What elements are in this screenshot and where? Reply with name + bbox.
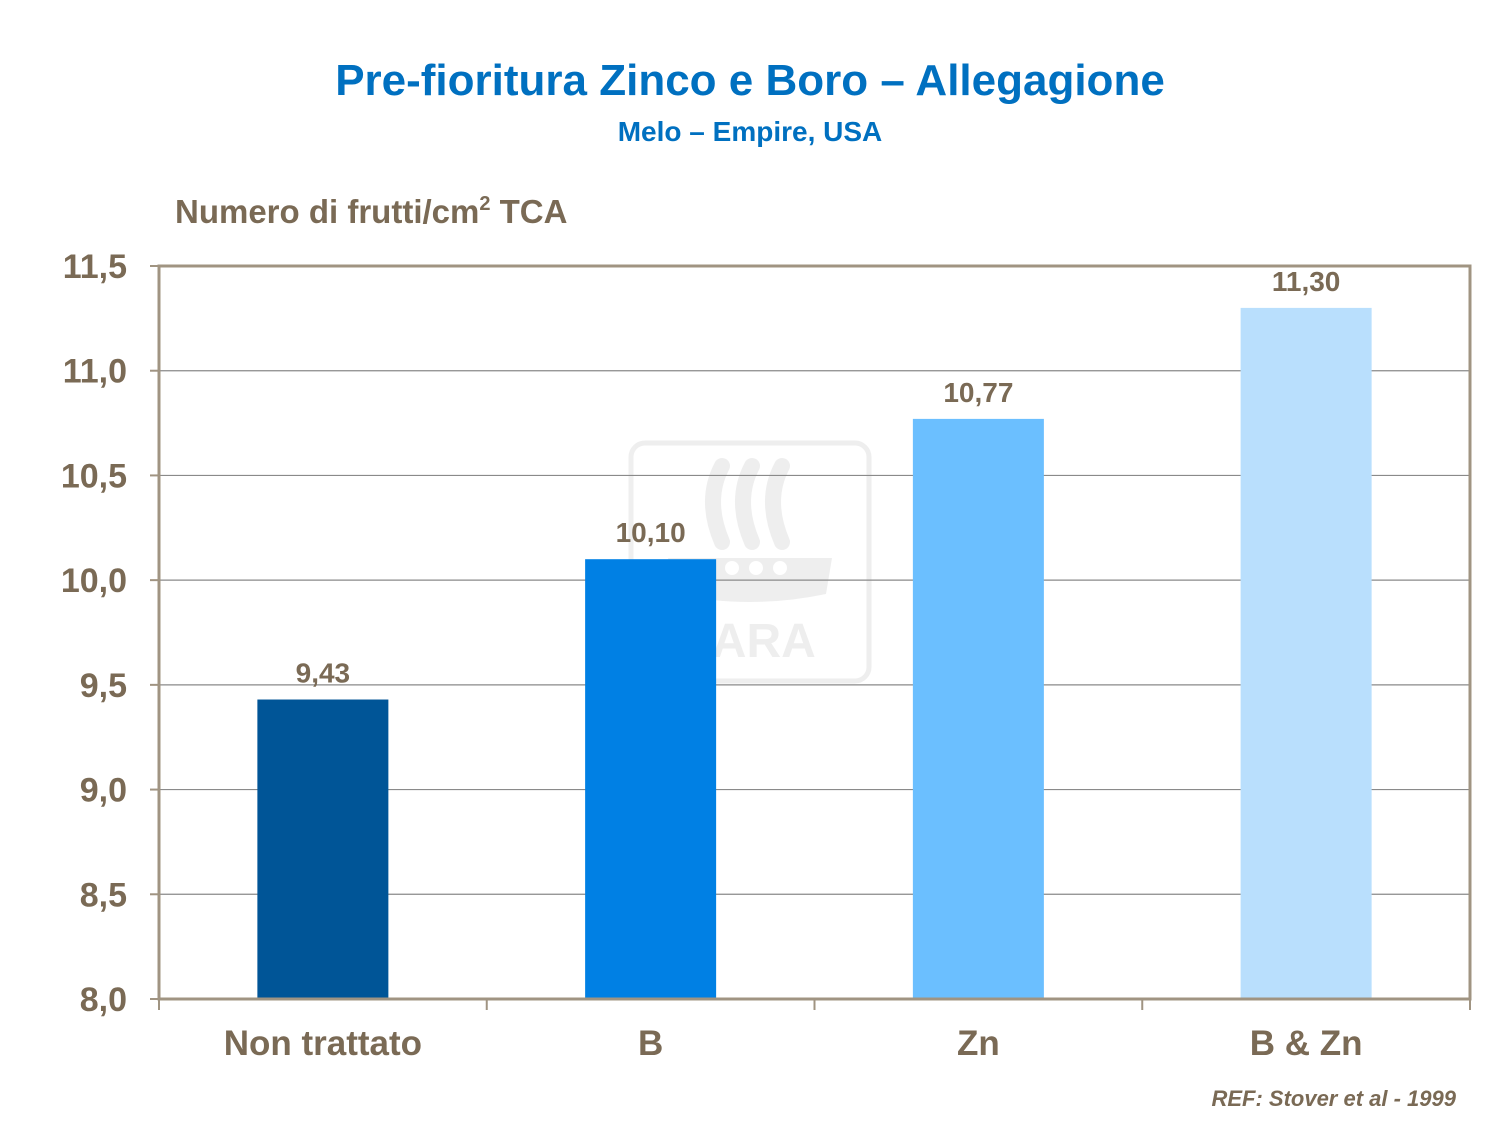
- y-tick-label: 11,0: [63, 353, 127, 391]
- ship-shields-icon: [701, 561, 787, 575]
- x-tick-label: Non trattato: [224, 1024, 422, 1063]
- data-label: 9,43: [296, 658, 351, 689]
- data-label: 10,77: [943, 377, 1013, 408]
- bars: [257, 307, 1372, 1000]
- y-axis-label: Numero di frutti/cm2 TCA: [175, 193, 567, 231]
- data-label: 11,30: [1272, 266, 1341, 297]
- y-tick-label: 10,5: [61, 457, 127, 495]
- y-tick-label: 10,0: [61, 562, 127, 600]
- x-tick-label: B: [638, 1024, 663, 1063]
- y-tick-label: 8,5: [80, 876, 127, 914]
- bar: [257, 699, 389, 999]
- reference-note: REF: Stover et al - 1999: [1211, 1086, 1456, 1111]
- chart-subtitle: Melo – Empire, USA: [617, 116, 883, 147]
- y-tick-label: 9,5: [80, 667, 127, 705]
- data-labels: 9,43 10,10 10,77 11,30: [296, 266, 1341, 689]
- y-tick-label: 11,5: [63, 248, 127, 286]
- x-tick-label: B & Zn: [1250, 1024, 1363, 1063]
- y-axis-label-superscript: 2: [479, 193, 491, 215]
- y-axis: 8,0 8,5 9,0 9,5 10,0 10,5 11,0 11,5: [61, 248, 159, 1019]
- y-tick-label: 8,0: [80, 981, 127, 1019]
- y-axis-label-main: Numero di frutti/cm: [175, 193, 480, 230]
- data-label: 10,10: [616, 517, 686, 548]
- yara-viking-ship-logo-icon: [705, 458, 790, 550]
- y-axis-label-suffix: TCA: [490, 193, 568, 230]
- bar: [1240, 307, 1372, 999]
- x-axis: Non trattato B Zn B & Zn: [158, 999, 1471, 1063]
- y-tick-label: 9,0: [80, 772, 127, 810]
- x-tick-label: Zn: [957, 1024, 1000, 1063]
- chart-title: Pre-fioritura Zinco e Boro – Allegagione: [335, 56, 1165, 105]
- bar: [912, 418, 1044, 1000]
- bar: [585, 559, 717, 999]
